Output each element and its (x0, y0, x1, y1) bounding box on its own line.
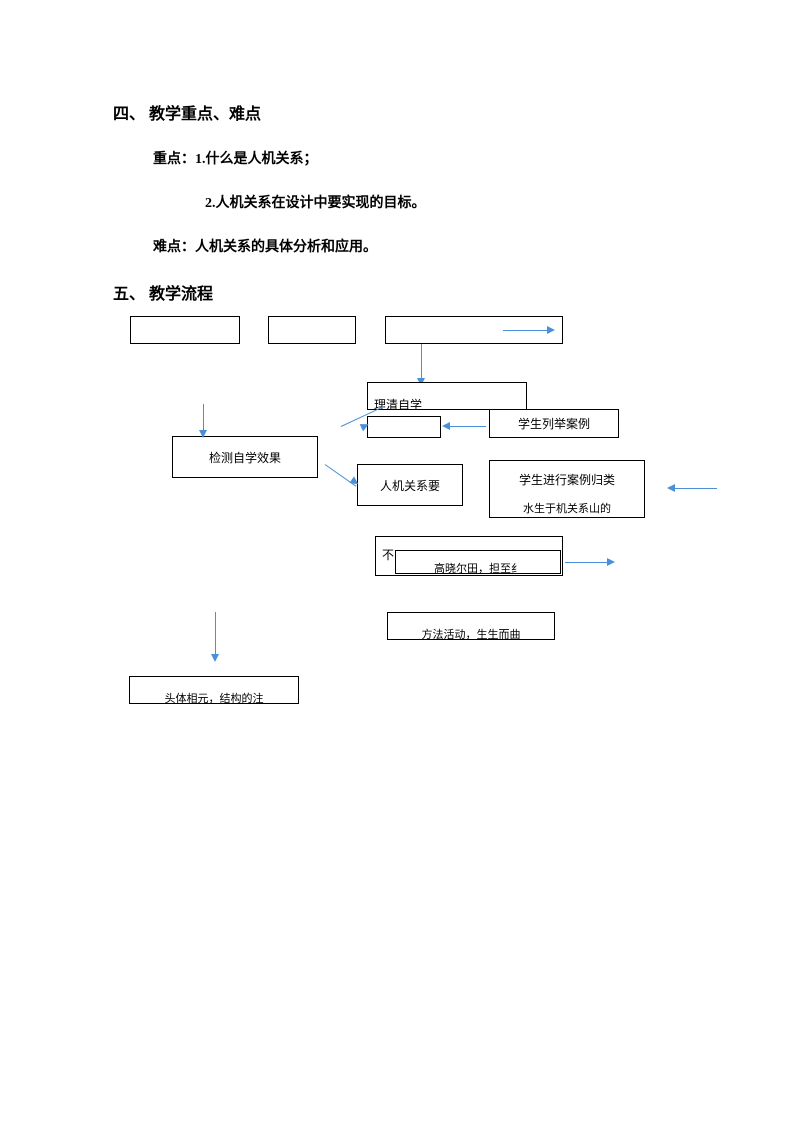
node-12: 头体相元，结构的注 (129, 676, 299, 704)
node-10b: 高晓尔田，担至纟 (395, 550, 561, 574)
node-student-examples-label: 学生列举案例 (518, 415, 590, 432)
arrow-10-right (565, 562, 609, 563)
difficulty-prefix: 难点： (153, 240, 195, 255)
arrow-7-to-5 (448, 426, 486, 427)
arrow-down-1 (421, 344, 422, 382)
node-relation-key: 人机关系要 (357, 464, 463, 506)
difficulty-text: 人机关系的具体分析和应用。 (195, 240, 377, 255)
arrow-7-to-5-head (442, 422, 450, 430)
arrow-far-right (673, 488, 717, 489)
key-point-1: 重点：1.什么是人机关系； (153, 148, 681, 168)
arrow-10-right-head (607, 558, 615, 566)
node-11: 方法活动，生生而曲 (387, 612, 555, 640)
node-row2: 理清自学 (367, 382, 527, 410)
key-point-2: 2.人机关系在设计中要实现的目标。 (205, 192, 681, 212)
section5-heading: 五、 教学流程 (113, 280, 681, 304)
node-classify: 学生进行案例归类 水生于机关系山的 (489, 460, 645, 518)
section4-heading: 四、 教学重点、难点 (113, 100, 681, 124)
node-check-self: 检测自学效果 (172, 436, 318, 478)
difficulty-line: 难点：人机关系的具体分析和应用。 (153, 236, 681, 256)
point1-prefix: 重点： (153, 152, 195, 167)
node-top-1 (130, 316, 240, 344)
node-small-5 (367, 416, 441, 438)
arrow-down-left-head (211, 654, 219, 662)
node-relation-key-label: 人机关系要 (380, 477, 440, 494)
node-12-label: 头体相元，结构的注 (165, 690, 264, 704)
node-not-label: 不 (382, 546, 394, 563)
node-10b-label: 高晓尔田，担至纟 (434, 560, 522, 574)
node-11-label: 方法活动，生生而曲 (422, 626, 521, 640)
arrow-down-left (215, 612, 216, 656)
node-classify-label-a: 学生进行案例归类 (519, 471, 615, 488)
point1-text: 1.什么是人机关系； (195, 152, 318, 167)
node-student-examples: 学生列举案例 (489, 409, 619, 438)
node-classify-label-b: 水生于机关系山的 (523, 500, 611, 516)
node-check-self-label: 检测自学效果 (209, 449, 281, 466)
arrow-top3-internal-head (547, 326, 555, 334)
arrow-far-right-head (667, 484, 675, 492)
flowchart-container: 理清自学 检测自学效果 学生列举案例 人机关系要 学生进行案例归类 水生于机关系… (113, 316, 793, 736)
arrow-top3-internal (503, 330, 547, 331)
arrow-down-to-6-head (199, 430, 207, 438)
node-top-2 (268, 316, 356, 344)
